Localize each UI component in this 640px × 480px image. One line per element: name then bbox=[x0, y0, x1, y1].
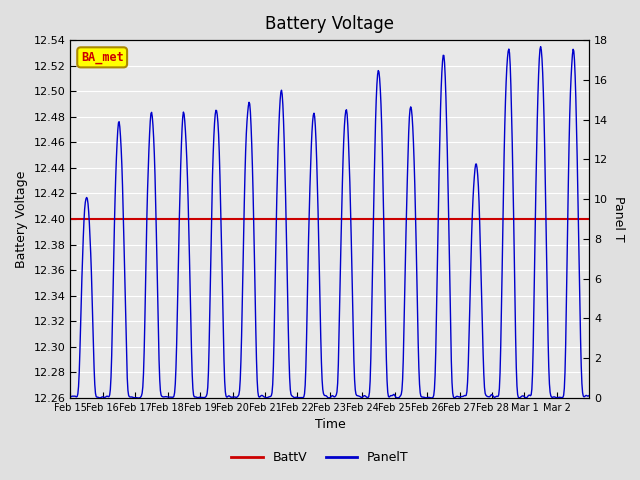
Legend: BattV, PanelT: BattV, PanelT bbox=[227, 446, 413, 469]
X-axis label: Time: Time bbox=[314, 419, 345, 432]
Title: Battery Voltage: Battery Voltage bbox=[266, 15, 394, 33]
Y-axis label: Battery Voltage: Battery Voltage bbox=[15, 170, 28, 268]
Text: BA_met: BA_met bbox=[81, 51, 124, 64]
Y-axis label: Panel T: Panel T bbox=[612, 196, 625, 242]
